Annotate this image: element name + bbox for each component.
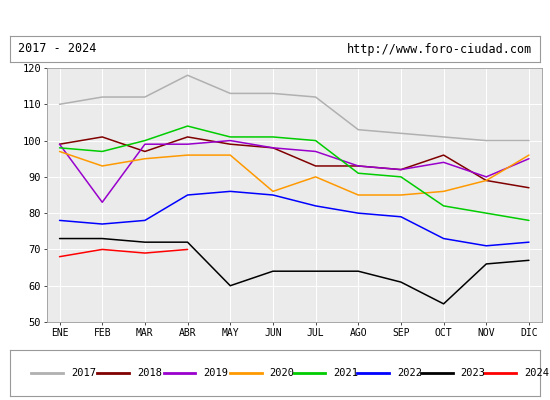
Text: 2019: 2019	[204, 368, 228, 378]
Text: 2024: 2024	[524, 368, 549, 378]
Text: 2021: 2021	[333, 368, 358, 378]
Text: Evolucion del paro registrado en Férez: Evolucion del paro registrado en Férez	[128, 10, 422, 26]
Text: 2017 - 2024: 2017 - 2024	[18, 42, 96, 56]
Text: 2023: 2023	[460, 368, 486, 378]
Text: 2022: 2022	[397, 368, 422, 378]
Text: 2020: 2020	[270, 368, 295, 378]
Text: 2017: 2017	[71, 368, 96, 378]
Text: http://www.foro-ciudad.com: http://www.foro-ciudad.com	[347, 42, 532, 56]
Text: 2018: 2018	[137, 368, 162, 378]
